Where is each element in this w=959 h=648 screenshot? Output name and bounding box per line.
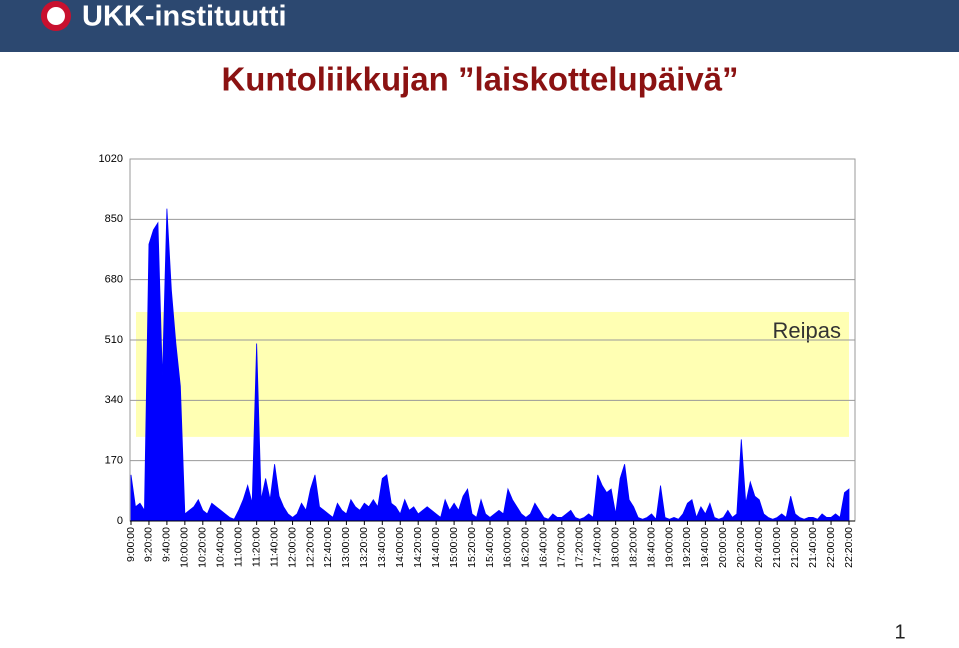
plot: Reipas 0 170 340 510 680 850 1020 9:00:00 9:20:00… — [99, 153, 856, 568]
y-tick-label: 0 — [117, 515, 123, 527]
x-tick-label: 19:40:00 — [699, 527, 711, 568]
x-tick-label: 21:00:00 — [771, 527, 783, 568]
x-tick-label: 11:40:00 — [268, 527, 280, 567]
x-tick-label: 12:20:00 — [304, 527, 316, 568]
x-tick-label: 10:20:00 — [197, 527, 209, 568]
area — [130, 208, 850, 522]
x-tick-label: 15:40:00 — [484, 527, 496, 568]
x-tick-label: 9:40:00 — [161, 527, 173, 562]
x-tick-label: 18:40:00 — [645, 527, 657, 568]
band — [136, 311, 849, 437]
x-tick-label: 18:20:00 — [627, 527, 639, 568]
x-tick-label: 11:00:00 — [232, 527, 244, 567]
x-tick-label: 14:00:00 — [394, 527, 406, 568]
x-tick-label: 14:40:00 — [430, 527, 442, 568]
logo-icon-inner — [47, 7, 65, 25]
y-tick-label: 1020 — [99, 153, 123, 165]
x-tick-label: 22:20:00 — [843, 527, 855, 568]
x-tick-label: 15:20:00 — [466, 527, 478, 568]
x-tick-label: 21:20:00 — [789, 527, 801, 568]
x-tick-label: 13:00:00 — [340, 527, 352, 568]
x-tick-label: 13:40:00 — [376, 527, 388, 568]
x-tick-label: 15:00:00 — [448, 527, 460, 568]
y-tick-label: 850 — [105, 213, 123, 225]
y-tick-label: 680 — [105, 274, 123, 286]
x-tick-label: 10:40:00 — [215, 527, 227, 568]
x-tick-label: 22:00:00 — [825, 527, 837, 568]
header-bar — [0, 0, 959, 52]
x-tick-label: 18:00:00 — [609, 527, 621, 568]
y-tick-label: 340 — [105, 394, 123, 406]
x-tick-label: 16:40:00 — [538, 527, 550, 568]
x-tick-label: 17:40:00 — [591, 527, 603, 568]
x-tick-label: 20:00:00 — [717, 527, 729, 568]
logo-text: UKK-instituutti — [82, 1, 287, 33]
x-tick-label: 9:00:00 — [125, 527, 137, 562]
x-tick-label: 21:40:00 — [807, 527, 819, 568]
x-tick-label: 20:20:00 — [735, 527, 747, 568]
x-tick-label: 12:00:00 — [286, 527, 298, 568]
x-tick-label: 19:00:00 — [663, 527, 675, 568]
band-label: Reipas — [773, 318, 841, 343]
x-tick-label: 12:40:00 — [322, 527, 334, 568]
x-tick-label: 14:20:00 — [412, 527, 424, 568]
x-tick-label: 11:20:00 — [250, 527, 262, 567]
y-tick-label: 510 — [105, 334, 123, 346]
x-tick-label: 16:20:00 — [520, 527, 532, 568]
x-tick-label: 9:20:00 — [143, 527, 155, 562]
x-tick-label: 19:20:00 — [681, 527, 693, 568]
x-tick-label: 16:00:00 — [502, 527, 514, 568]
chart-title: Kuntoliikkujan ”laiskottelupäivä” — [221, 61, 738, 98]
x-tick-label: 20:40:00 — [753, 527, 765, 568]
x-tick-label: 17:20:00 — [574, 527, 586, 568]
page-number: 1 — [894, 621, 905, 643]
y-tick-label: 170 — [105, 455, 123, 467]
x-tick-label: 13:20:00 — [358, 527, 370, 568]
x-tick-label: 10:00:00 — [179, 527, 191, 568]
x-tick-label: 17:00:00 — [556, 527, 568, 568]
